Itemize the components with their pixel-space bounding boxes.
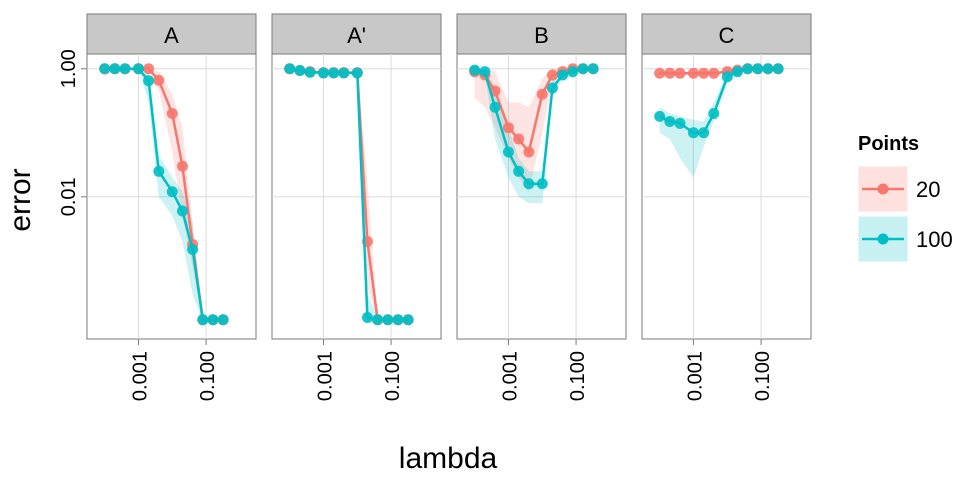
data-point-series-100 bbox=[664, 115, 676, 127]
data-point-series-100 bbox=[207, 314, 219, 326]
data-point-series-100 bbox=[109, 63, 121, 75]
data-point-series-100 bbox=[338, 67, 350, 79]
data-point-series-20 bbox=[708, 67, 720, 79]
data-point-series-100 bbox=[742, 63, 754, 75]
data-point-series-100 bbox=[317, 67, 329, 79]
facet-strip bbox=[456, 13, 627, 55]
data-point-series-20 bbox=[664, 67, 676, 79]
data-point-series-100 bbox=[176, 205, 188, 217]
facet-strip-label: C bbox=[719, 23, 735, 48]
data-point-series-100 bbox=[698, 127, 710, 139]
data-point-series-100 bbox=[513, 165, 525, 177]
data-point-series-20 bbox=[166, 107, 178, 119]
data-point-series-20 bbox=[523, 146, 535, 158]
data-point-series-20 bbox=[176, 160, 188, 172]
x-tick-label: 0.100 bbox=[567, 351, 589, 401]
x-tick-label: 0.100 bbox=[382, 351, 404, 401]
legend-key-point bbox=[877, 233, 889, 245]
legend-item: 100 bbox=[857, 215, 953, 263]
x-tick-label: 0.100 bbox=[197, 351, 219, 401]
panel-ap: A' 0.001 0.100 bbox=[271, 13, 442, 401]
data-point-series-100 bbox=[674, 117, 686, 129]
data-point-series-100 bbox=[372, 314, 384, 326]
data-point-series-100 bbox=[361, 312, 373, 324]
data-point-series-100 bbox=[654, 110, 666, 122]
data-point-series-100 bbox=[489, 101, 501, 113]
data-point-series-100 bbox=[752, 63, 764, 75]
legend-keys: 20 100 bbox=[857, 165, 953, 263]
data-point-series-100 bbox=[402, 314, 414, 326]
facet-panels: A 0.001 0.100 0.01 1.00 A' 0.001 0.100 B 0.001 0.1… bbox=[58, 13, 812, 401]
facet-strip bbox=[271, 13, 442, 55]
data-point-series-20 bbox=[502, 122, 514, 134]
y-axis-label: error bbox=[4, 168, 37, 231]
data-point-series-100 bbox=[382, 314, 394, 326]
legend-label: 20 bbox=[916, 177, 940, 202]
x-tick-label: 0.001 bbox=[129, 351, 151, 401]
data-point-series-20 bbox=[153, 74, 165, 86]
data-point-series-20 bbox=[654, 67, 666, 79]
data-point-series-100 bbox=[523, 178, 535, 190]
data-point-series-100 bbox=[153, 165, 165, 177]
data-point-series-100 bbox=[708, 107, 720, 119]
legend-title: Points bbox=[858, 133, 919, 155]
facet-strip-label: A bbox=[164, 23, 179, 48]
panel-b: B 0.001 0.100 bbox=[456, 13, 627, 401]
data-point-series-100 bbox=[536, 178, 548, 190]
facet-strip bbox=[86, 13, 257, 55]
data-point-series-100 bbox=[197, 314, 209, 326]
data-point-series-100 bbox=[721, 71, 733, 83]
data-point-series-100 bbox=[132, 63, 144, 75]
data-point-series-100 bbox=[772, 63, 784, 75]
data-point-series-20 bbox=[687, 67, 699, 79]
x-tick-label: 0.001 bbox=[684, 351, 706, 401]
data-point-series-100 bbox=[762, 63, 774, 75]
data-point-series-20 bbox=[536, 88, 548, 100]
data-point-series-100 bbox=[304, 66, 316, 78]
data-point-series-100 bbox=[166, 186, 178, 198]
data-point-series-20 bbox=[546, 69, 558, 81]
data-point-series-100 bbox=[351, 67, 363, 79]
x-axis-label: lambda bbox=[399, 442, 498, 475]
legend-item: 20 bbox=[857, 165, 940, 213]
data-point-series-100 bbox=[546, 82, 558, 94]
legend-label: 100 bbox=[916, 227, 953, 252]
legend-key-point bbox=[877, 183, 889, 195]
data-point-series-20 bbox=[513, 133, 525, 145]
data-point-series-100 bbox=[567, 66, 579, 78]
data-point-series-100 bbox=[577, 63, 589, 75]
data-point-series-100 bbox=[294, 64, 306, 76]
data-point-series-100 bbox=[687, 127, 699, 139]
legend: Points 20 100 bbox=[857, 133, 953, 263]
data-point-series-20 bbox=[143, 63, 155, 75]
x-tick-label: 0.100 bbox=[752, 351, 774, 401]
data-point-series-100 bbox=[557, 69, 569, 81]
data-point-series-100 bbox=[392, 314, 404, 326]
facet-strip-label: B bbox=[534, 23, 549, 48]
y-tick-label: 0.01 bbox=[58, 177, 80, 216]
data-point-series-100 bbox=[731, 66, 743, 78]
data-point-series-20 bbox=[698, 67, 710, 79]
data-point-series-100 bbox=[119, 63, 131, 75]
data-point-series-100 bbox=[479, 66, 491, 78]
data-point-series-100 bbox=[99, 63, 111, 75]
x-tick-label: 0.001 bbox=[314, 351, 336, 401]
panel-c: C 0.001 0.100 bbox=[641, 13, 812, 401]
x-tick-label: 0.001 bbox=[499, 351, 521, 401]
y-tick-label: 1.00 bbox=[58, 49, 80, 88]
facet-strip-label: A' bbox=[347, 23, 366, 48]
data-point-series-100 bbox=[502, 146, 514, 158]
data-point-series-20 bbox=[674, 67, 686, 79]
data-point-series-100 bbox=[284, 63, 296, 75]
data-point-series-100 bbox=[328, 67, 340, 79]
facet-strip bbox=[641, 13, 812, 55]
panel-a: A 0.001 0.100 0.01 1.00 bbox=[58, 13, 257, 401]
ribbon-series-100 bbox=[659, 67, 779, 178]
data-point-series-100 bbox=[143, 75, 155, 87]
data-point-series-100 bbox=[469, 64, 481, 76]
data-point-series-100 bbox=[217, 314, 229, 326]
data-point-series-100 bbox=[187, 244, 199, 256]
data-point-series-100 bbox=[587, 63, 599, 75]
